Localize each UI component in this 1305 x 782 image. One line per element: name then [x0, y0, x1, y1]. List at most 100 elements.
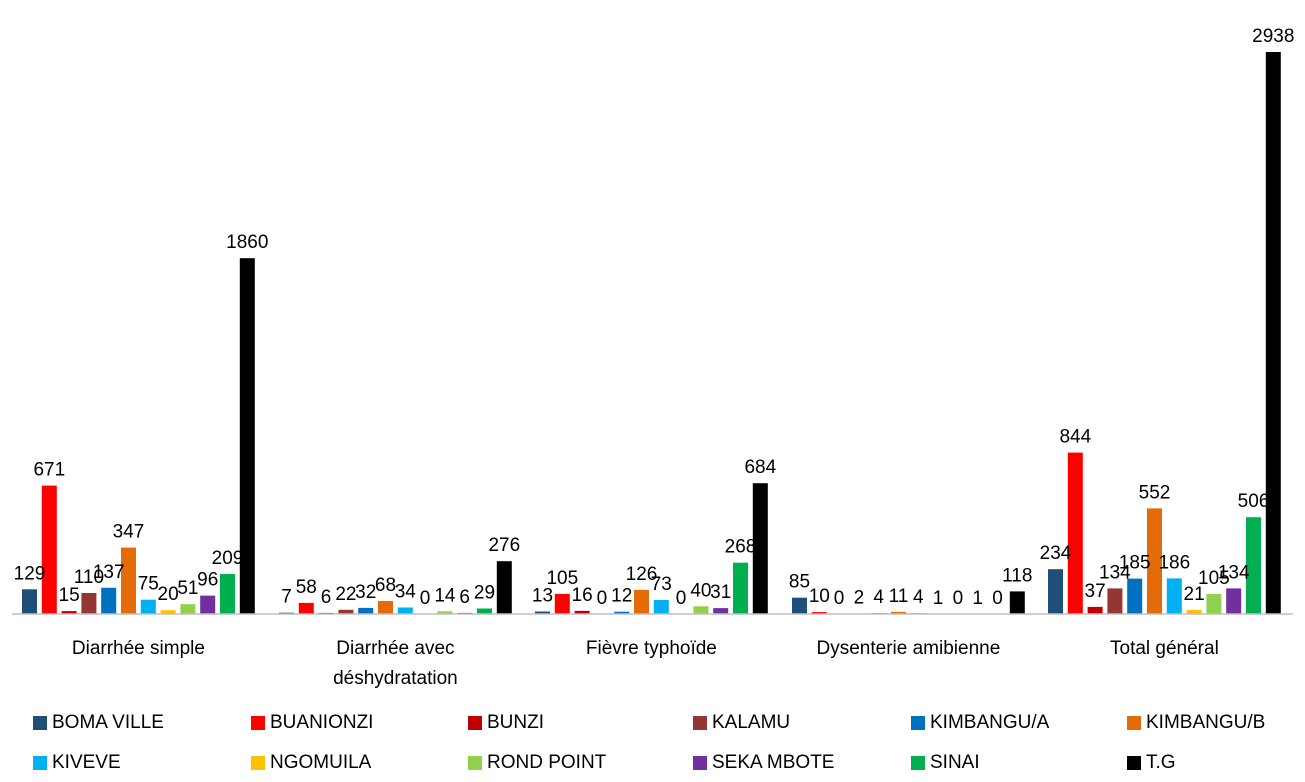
- bar-value-label: 347: [113, 522, 145, 543]
- bar-value-label: 34: [395, 582, 417, 603]
- bar-value-label: 552: [1139, 482, 1171, 503]
- bar-value-label: 7: [281, 587, 292, 608]
- bar: [61, 611, 77, 614]
- bar-value-label: 0: [992, 588, 1003, 609]
- bar-value-label: 186: [1158, 552, 1190, 573]
- legend-label: BUANIONZI: [270, 712, 374, 733]
- bar: [634, 589, 649, 614]
- bar: [713, 608, 729, 614]
- bar: [121, 547, 136, 614]
- bar-value-label: 85: [789, 572, 810, 593]
- bar: [535, 611, 550, 614]
- legend-label: BOMA VILLE: [52, 712, 164, 733]
- bar-value-label: 844: [1059, 427, 1091, 448]
- bar: [1087, 606, 1103, 614]
- bar: [792, 597, 807, 614]
- bar-value-label: 40: [690, 580, 711, 601]
- category-label: Diarrhée avec déshydratation: [333, 638, 458, 689]
- category-label-line: Dysenterie amibienne: [817, 638, 1001, 659]
- category-label-line: déshydratation: [333, 668, 458, 689]
- legend-item: SINAI: [911, 748, 980, 778]
- bar-value-label: 105: [1198, 568, 1230, 589]
- bar-value-label: 234: [1040, 543, 1072, 564]
- category-labels-layer: Diarrhée simple Diarrhée avec déshydratati…: [72, 638, 1219, 689]
- bar-value-label: 126: [626, 564, 658, 585]
- bar: [811, 612, 827, 614]
- bar-value-label: 11: [889, 586, 909, 607]
- bar: [1206, 593, 1222, 614]
- bar: [81, 593, 97, 614]
- bar-value-label: 1: [933, 588, 944, 609]
- bar-value-label: 73: [651, 574, 672, 595]
- bar-value-label: 0: [597, 588, 608, 609]
- legend-swatch: [1127, 716, 1141, 730]
- legend-label: KIMBANGU/B: [1146, 712, 1266, 733]
- bar-value-label: 96: [197, 570, 218, 591]
- bar-value-label: 0: [834, 588, 845, 609]
- bar: [1067, 452, 1083, 614]
- legend-label: ROND POINT: [487, 752, 607, 773]
- bar-value-label: 118: [1002, 565, 1032, 586]
- bar-value-label: 129: [14, 563, 46, 584]
- bar-value-label: 1860: [226, 232, 268, 253]
- bar-value-label: 75: [138, 574, 159, 595]
- legend-swatch: [693, 716, 707, 730]
- bar-value-label: 51: [177, 578, 198, 599]
- bar-value-label: 37: [1085, 581, 1106, 602]
- bar-value-label: 185: [1119, 553, 1151, 574]
- bar: [239, 258, 255, 614]
- legend-label: BUNZI: [487, 712, 544, 733]
- bar-value-label: 134: [1099, 562, 1131, 583]
- bar: [477, 608, 492, 614]
- bar-value-label: 137: [93, 562, 125, 583]
- legend-label: T.G: [1146, 752, 1176, 773]
- bar-value-label: 134: [1218, 562, 1250, 583]
- legend-label: KIMBANGU/A: [930, 712, 1050, 733]
- bar-value-label: 31: [710, 582, 731, 603]
- legend-item: ROND POINT: [468, 748, 606, 778]
- bar-value-label: 16: [572, 585, 593, 606]
- bar: [200, 595, 216, 614]
- category-label: Dysenterie amibienne: [817, 638, 1001, 659]
- category-label: Diarrhée simple: [72, 638, 205, 659]
- category-label-line: Total général: [1110, 638, 1219, 659]
- category-label-line: Diarrhée simple: [72, 638, 205, 659]
- bar: [614, 611, 630, 614]
- bar-value-label: 10: [809, 586, 830, 607]
- bar: [1246, 517, 1261, 614]
- bar-value-label: 20: [158, 584, 179, 605]
- bar-value-label: 12: [611, 586, 632, 607]
- legend: BOMA VILLE BUANIONZI BUNZI KALAMU KIMBANGU/A…: [28, 708, 1305, 782]
- category-label: Fièvre typhoïde: [586, 638, 717, 659]
- bar-value-label: 22: [335, 584, 356, 605]
- category-label-line: Fièvre typhoïde: [586, 638, 717, 659]
- bar: [733, 562, 748, 614]
- bar-value-label: 105: [546, 568, 578, 589]
- bar: [220, 574, 235, 614]
- legend-label: SEKA MBOTE: [712, 752, 835, 773]
- bar: [140, 599, 156, 614]
- bar: [437, 611, 453, 614]
- bar: [891, 611, 906, 614]
- bar-value-label: 1: [972, 588, 983, 609]
- legend-item: KIVEVE: [33, 748, 121, 778]
- bar: [378, 601, 393, 614]
- legend-label: KALAMU: [712, 712, 791, 733]
- legend-swatch: [251, 716, 265, 730]
- bar: [496, 561, 512, 614]
- bar-value-label: 6: [321, 587, 332, 608]
- legend-swatch: [33, 716, 47, 730]
- legend-item: T.G: [1127, 748, 1176, 778]
- legend-swatch: [1127, 756, 1141, 770]
- bar: [1107, 588, 1123, 614]
- bar-value-label: 684: [744, 457, 776, 478]
- bar-value-label: 14: [434, 585, 456, 606]
- bar-value-label: 4: [873, 587, 884, 608]
- legend-item: KALAMU: [693, 708, 790, 738]
- bar-value-label: 4: [913, 587, 924, 608]
- legend-swatch: [251, 756, 265, 770]
- bar-value-label: 21: [1184, 584, 1205, 605]
- bar-value-label: 0: [676, 588, 687, 609]
- legend-item: KIMBANGU/A: [911, 708, 1049, 738]
